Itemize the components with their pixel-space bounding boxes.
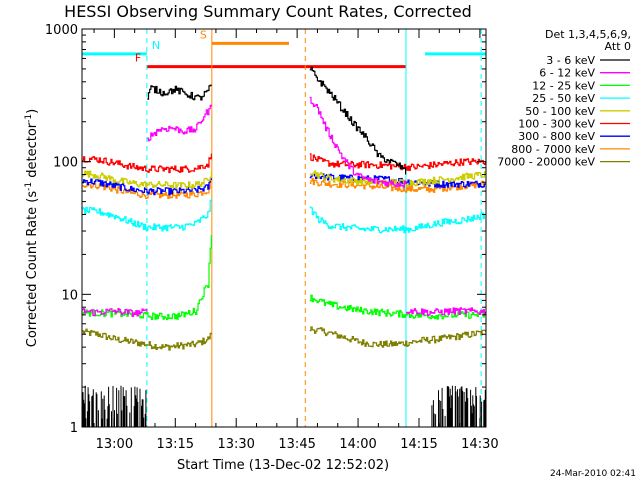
legend-label: 12 - 25 keV [532, 79, 595, 92]
series [82, 96, 486, 317]
chart-title: HESSI Observing Summary Count Rates, Cor… [64, 2, 472, 21]
flag-label: S [200, 28, 207, 41]
y-axis-label: Corrected Count Rate (s-1 detector-1) [24, 109, 40, 347]
series-line [147, 84, 212, 101]
series-line [406, 307, 486, 316]
y-tick-label: 100 [53, 156, 78, 171]
series-line [82, 170, 212, 189]
series-line [82, 235, 212, 321]
series-line [147, 104, 212, 142]
legend-header-line2: Att 0 [605, 40, 631, 53]
axis-layer: 13:00 13:15 13:30 13:45 14:00 14:15 14:30 1 10 10… [45, 23, 499, 452]
footer-date: 24-Mar-2010 02:41 [550, 469, 636, 479]
x-tick-label: 13:45 [278, 437, 315, 452]
series [82, 199, 486, 234]
plot-frame [81, 28, 487, 428]
legend-label: 25 - 50 keV [532, 92, 595, 105]
series-line [309, 294, 407, 318]
series-line [82, 328, 212, 351]
vlines-layer [146, 29, 482, 427]
x-tick-label: 14:00 [339, 437, 376, 452]
x-tick-label: 14:30 [461, 437, 498, 452]
y-axis-label-prefix: Corrected Count Rate (s [25, 191, 40, 348]
series [82, 153, 486, 174]
series-line [406, 311, 486, 320]
series [82, 326, 486, 351]
series [82, 235, 486, 321]
x-tick-label: 13:15 [157, 437, 194, 452]
series-line [82, 153, 212, 174]
flag-label: F [135, 52, 141, 65]
legend-label: 6 - 12 keV [539, 67, 595, 80]
legend-header-line1: Det 1,3,4,5,6,9, [545, 28, 631, 41]
flags-layer: NF S [82, 28, 486, 69]
legend-label: 3 - 6 keV [546, 54, 595, 67]
series-line [309, 96, 407, 188]
series-layer [82, 66, 486, 427]
y-axis-label-sup2: -1 [24, 114, 34, 123]
series [82, 66, 486, 427]
x-tick-label: 14:15 [400, 437, 437, 452]
series-line [82, 308, 148, 317]
legend-label: 100 - 300 keV [518, 118, 595, 131]
series-noise [431, 385, 486, 427]
series-line [309, 153, 486, 171]
series-line [82, 178, 212, 196]
y-tick-label: 1 [70, 421, 78, 436]
x-axis-label: Start Time (13-Dec-02 12:52:02) [177, 458, 389, 473]
x-tick-label: 13:30 [217, 437, 254, 452]
series-line [309, 66, 407, 175]
y-tick-label: 1000 [45, 23, 78, 38]
y-axis-label-middle: detector [25, 122, 40, 182]
series-line [82, 199, 212, 232]
series-line [309, 206, 486, 234]
legend-label: 7000 - 20000 keV [497, 156, 595, 169]
legend-label: 300 - 800 keV [518, 130, 595, 143]
y-tick-label: 10 [61, 288, 78, 303]
y-axis-label-suffix: ) [25, 109, 40, 114]
x-tick-label: 13:00 [96, 437, 133, 452]
flag-label: N [152, 39, 160, 52]
series-line [309, 326, 486, 348]
legend-label: 50 - 100 keV [525, 105, 595, 118]
series-line [82, 180, 212, 200]
y-axis-label-sup1: -1 [24, 182, 34, 191]
legend-label: 800 - 7000 keV [511, 143, 595, 156]
